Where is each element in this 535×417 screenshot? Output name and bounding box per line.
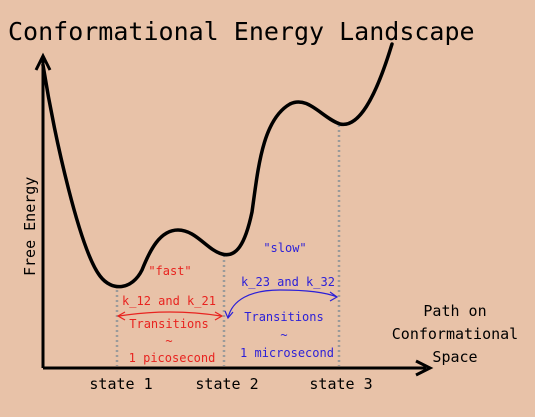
energy-curve [41,42,394,289]
x-axis-label-line-1: Path on [423,302,486,320]
slow-rates: k_23 and k_32 [241,275,335,289]
fast-double-arrow [118,311,222,317]
x-axis-label-line-2: Conformational [392,325,518,343]
state-3-label: state 3 [309,375,372,393]
fast-arrowhead-left [116,311,126,321]
y-axis-arrowhead [34,52,52,71]
x-axis-label-line-3: Space [432,348,477,366]
fast-timescale: 1 picosecond [129,351,216,365]
state-1-label: state 1 [89,375,152,393]
fast-tilde: ~ [165,334,172,348]
slow-tag: "slow" [263,241,306,255]
fast-transitions-annotation: "fast" k_12 and k_21 Transitions ~ 1 pic… [116,264,224,365]
state-guides [115,125,341,366]
state-2-label: state 2 [195,375,258,393]
slow-transitions-label: Transitions [244,310,323,324]
fast-arrowhead-right [214,311,224,321]
diagram-title: Conformational Energy Landscape [8,17,475,46]
fast-rates: k_12 and k_21 [122,294,216,308]
x-axis-arrowhead [415,359,434,377]
slow-tilde: ~ [280,328,287,342]
axes [34,52,434,377]
slow-transitions-annotation: "slow" k_23 and k_32 Transitions ~ 1 mic… [224,241,339,360]
y-axis-label: Free Energy [21,177,39,276]
slow-double-arrow [227,289,338,319]
slow-timescale: 1 microsecond [240,346,334,360]
fast-tag: "fast" [148,264,191,278]
slow-arrowhead-right [329,291,339,302]
slow-arrowhead-left [224,310,234,320]
fast-transitions-label: Transitions [129,317,208,331]
